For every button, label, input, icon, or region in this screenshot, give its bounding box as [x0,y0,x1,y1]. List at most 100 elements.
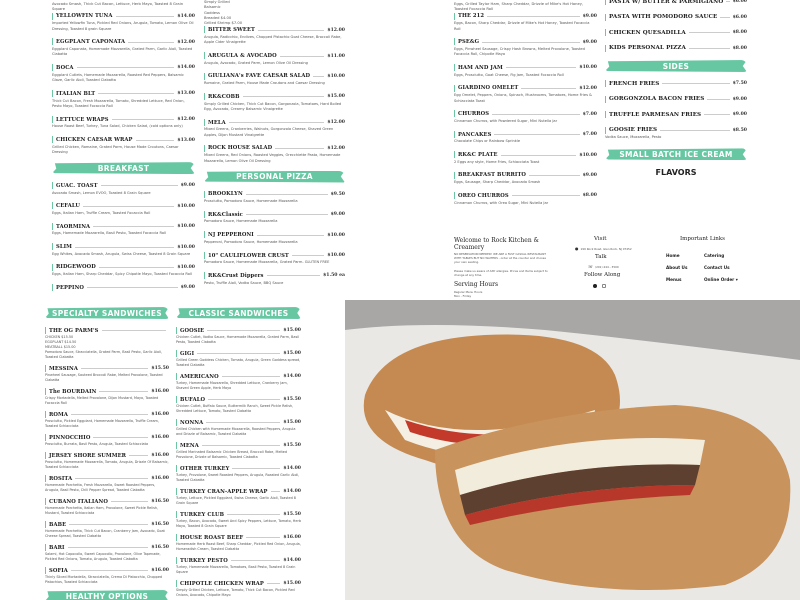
menu-item-header: ROMA $16.00 [49,411,169,418]
menu-item-name: RK&Crust Dippers [208,272,264,279]
menu-item: PEPPINO $9.00 [52,284,195,292]
links-title: Important Links [680,236,725,242]
menu-item-header: TRUFFLE PARMESAN FRIES $9.00 [609,111,747,119]
leader-line [720,16,730,18]
link-catering[interactable]: Catering [704,253,725,258]
menu-item: RK&COBB $15.00 Simply Grilled Chicken, Thi… [204,93,345,112]
link-contact-us[interactable]: Contact Us [704,265,730,270]
menu-item: GUAC. TOAST $9.00 Avocado Smash, Lemon EVO… [52,182,195,196]
link-online-order[interactable]: Online Order ▾ [704,277,738,282]
menu-item-header: BITTER SWEET $12.00 [208,26,345,34]
menu-item-price: $12.00 [327,145,345,151]
visit-title: Visit [594,236,607,242]
menu-item-price: $9.00 [582,172,597,178]
menu-item-price: $16.50 [151,499,169,504]
menu-item-name: BUFALO [180,396,206,403]
menu-item: LETTUCE WRAPS $12.00 House Roast Beef, Tur… [52,115,195,130]
phone-link[interactable]: (201) 444 - 3500 [595,264,619,269]
menu-item-name: YELLOWFIN TUNA [56,13,113,20]
menu-item-name: GIARDINO OMELET [458,85,519,92]
menu-item-description: Eggs, Bacon, Sharp Cheddar, Drizzle of M… [454,21,590,31]
menu-item-price: $10.00 [177,203,195,209]
menu-item-name: PANCAKES [458,131,492,138]
menu-item-price: $11.00 [327,53,345,59]
menu-item: FRENCH FRIES $7.50 [605,80,747,88]
menu-item-description: Eggs, Italian Ham, Sharp Cheddar, Spicy … [52,272,192,277]
menu-column-specialty: SPECIALTY SANDWICHES THE OG PARM'S CHICKEN… [45,303,169,600]
menu-item: OREO CHURROS $8.00 Cinnamon Churros, with … [454,192,597,206]
menu-item-name: PASTA WITH POMODORO SAUCE [609,14,718,21]
hours-label: Regular Menu Hours [454,290,483,294]
menu-item-price: $16.50 [151,522,169,527]
menu-item-name: GIGI [180,350,195,357]
menu-item-description: Eggplant Caponata, Homemade Mozzarella, … [52,46,193,57]
menu-item-description: Avocado Smash, Lemon EVOO, Toasted 8 Gra… [52,190,151,195]
menu-item-name: BITTER SWEET [208,27,255,34]
menu-item-price: $9.00 [180,183,195,189]
section-banner: SIDES [605,60,747,72]
menu-item-header: BARI $16.50 [49,544,169,551]
talk-title: Talk [595,254,607,260]
menu-item-header: ARUGULA & AVOCADO $11.00 [208,52,345,60]
menu-item-price: $16.50 [151,545,169,550]
leader-line [707,98,730,100]
leader-line [208,399,281,400]
leader-line [660,129,730,131]
menu-item-header: BREAKFAST BURRITO $9.00 [458,172,597,180]
menu-item-name: JERSEY SHORE SUMMER [49,452,127,459]
menu-item-header: BUFALO $15.50 [180,396,301,403]
leader-line [500,154,577,156]
menu-item-header: TURKEY PESTO $14.00 [180,557,301,564]
menu-item-name: BOCA [56,64,74,71]
menu-item: NJ PEPPERONI $10.00 Pepperoni, Pomodoro Sa… [204,231,345,245]
link-about-us[interactable]: About Us [666,265,688,270]
menu-item: GORGONZOLA BACON FRIES $9.00 [605,95,747,104]
menu-item: RK&C PLATE $10.00 2 Eggs any style, Home F… [454,151,597,165]
leader-line [266,583,281,584]
menu-item-header: ROCK HOUSE SALAD $12.00 [208,145,345,153]
menu-item-header: LETTUCE WRAPS $12.00 [56,116,195,124]
menu-item-name: ROCK HOUSE SALAD [208,145,273,152]
menu-item: MELA $12.00 Mixed Greens, Cranberries, Wal… [204,118,345,138]
menu-item-header: ROSITA $16.00 [49,475,169,482]
menu-item-header: 10" CAULIFLOWER CRUST $10.00 [208,252,345,260]
leader-line [82,205,175,207]
menu-item-price: $9.00 [732,96,747,102]
leader-line [257,29,325,31]
menu-item-price: $15.50 [283,443,301,448]
menu-item-header: TURKEY CRAN-APPLE WRAP $14.00 [180,488,301,495]
facebook-icon[interactable] [593,284,597,288]
menu-item-price: $14.00 [177,65,195,71]
leader-line [80,368,149,369]
sandwich-bottom-cheese [455,438,705,495]
leader-line [245,214,328,216]
leader-line [71,414,149,415]
menu-note: Breaded $4.00 [204,15,232,20]
menu-item-description: Chicken Cutlet, Buffalo Sauce, Buttermil… [176,404,294,413]
leader-line [232,468,281,469]
menu-item: THE OG PARM'S CHICKEN $15.50 EGGPLANT $14… [45,327,169,360]
location-pin-icon: ● [575,246,579,251]
menu-item-name: BARI [49,544,65,551]
menu-item-header: CHICKEN CAESAR WRAP $13.00 [56,136,195,144]
leader-line [98,93,175,95]
leader-line [266,275,321,277]
menu-item: BROOKLYN $9.50 Prosciutto, Pomodoro Sauce,… [204,190,345,205]
section-banner: BREAKFAST [52,162,195,175]
menu-item-name: The BOURDAIN [49,388,97,395]
menu-note: Grilled Shrimp $7.00 [204,21,243,26]
menu-item: GOOSIE $15.00 Chicken Cutlet, Vodka Sauce,… [176,327,301,345]
instagram-icon[interactable] [602,284,606,288]
menu-item-header: HOUSE ROAST BEEF $16.00 [180,534,301,541]
menu-item: TAORMINA $10.00 Eggs, Homemade Mozzarella,… [52,222,195,237]
menu-item: JERSEY SHORE SUMMER $16.00 Prosciutto, Hom… [45,452,169,470]
address-link[interactable]: 199 Rock Road, Glen Rock, NJ 07452 [580,246,632,251]
menu-item: 10" CAULIFLOWER CRUST $10.00 Pomodoro Sauc… [204,251,345,266]
menu-item-name: ITALIAN BLT [56,90,96,97]
leader-line [256,234,325,236]
leader-line [279,55,325,57]
menu-item-name: GORGONZOLA BACON FRIES [609,96,705,103]
link-menus[interactable]: Menus [666,277,682,282]
link-home[interactable]: Home [666,253,680,258]
section-title: FLAVORS [655,168,697,178]
